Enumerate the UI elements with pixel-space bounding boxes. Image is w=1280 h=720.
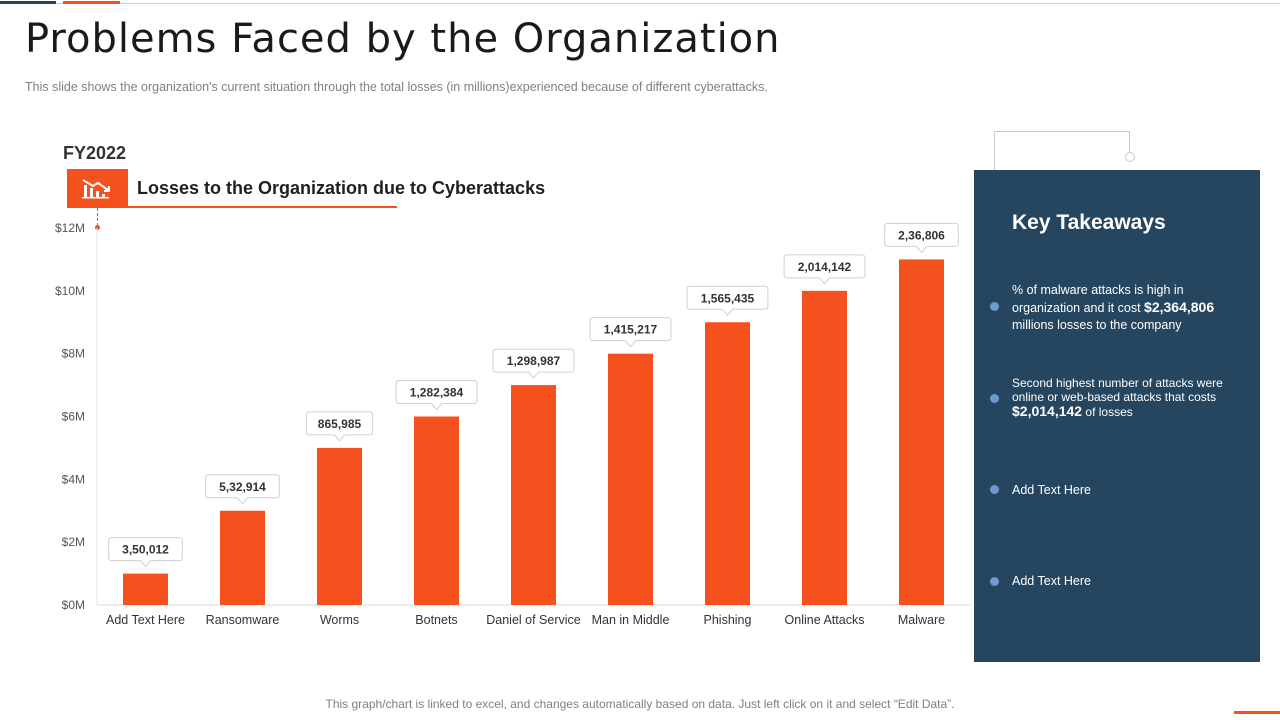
- data-label: 1,282,384: [410, 386, 464, 400]
- data-label-callout: [305, 411, 374, 442]
- panel-hanger-drop: [1129, 131, 1130, 153]
- bar: [899, 259, 944, 605]
- x-tick-label: Daniel of Service: [486, 613, 581, 627]
- x-tick-label: Malware: [898, 613, 945, 627]
- takeaway-item-1: % of malware attacks is high in organiza…: [1012, 282, 1242, 334]
- x-tick-label: Man in Middle: [592, 613, 670, 627]
- x-tick-label: Botnets: [415, 613, 457, 627]
- bar: [220, 510, 265, 605]
- y-tick-label: $4M: [62, 472, 85, 486]
- timeline-dot-3: [990, 485, 999, 494]
- data-label-callout: [686, 285, 769, 317]
- page-title: Problems Faced by the Organization: [25, 16, 781, 62]
- key-takeaways-title: Key Takeaways: [1012, 211, 1166, 234]
- data-label: 2,014,142: [798, 260, 852, 274]
- top-accent-orange: [63, 1, 120, 4]
- takeaway-2-text-a: Second highest number of attacks were on…: [1012, 376, 1223, 404]
- y-tick-label: $0M: [62, 598, 85, 612]
- data-label-callout: [884, 222, 959, 254]
- takeaway-item-4: Add Text Here: [1012, 574, 1091, 588]
- x-tick-label: Add Text Here: [106, 613, 185, 627]
- bar: [608, 353, 653, 605]
- takeaway-1-text-b: millions losses to the company: [1012, 318, 1182, 332]
- chart-connector-line: [97, 208, 98, 226]
- data-label: 5,32,914: [219, 480, 266, 494]
- y-tick-label: $10M: [55, 284, 85, 298]
- bar-chart: $0M $2M $4M $6M $8M $10M $12M Add Text Here 3,50…: [55, 221, 970, 627]
- data-label: 865,985: [318, 417, 362, 431]
- takeaway-item-2: Second highest number of attacks were on…: [1012, 376, 1242, 419]
- timeline-dot-2: [990, 394, 999, 403]
- x-tick-label: Online Attacks: [785, 613, 865, 627]
- bar: [414, 416, 459, 605]
- x-tick-label: Ransomware: [206, 613, 280, 627]
- fiscal-year-label: FY2022: [63, 143, 127, 163]
- bottom-accent: [1234, 711, 1280, 714]
- panel-hanger-line: [994, 131, 1130, 132]
- x-tick-label: Phishing: [704, 613, 752, 627]
- timeline-dot-4: [990, 577, 999, 586]
- takeaway-1-text-a: % of malware attacks is high in organiza…: [1012, 283, 1184, 315]
- takeaway-2-text-b: of losses: [1082, 405, 1133, 419]
- bar: [511, 385, 556, 605]
- data-label-callout: [492, 348, 575, 379]
- y-tick-label: $6M: [62, 410, 85, 424]
- chart-title-underline: [67, 206, 397, 208]
- x-tick-label: Worms: [320, 613, 359, 627]
- data-label-callout: [395, 380, 478, 411]
- footer-note: This graph/chart is linked to excel, and…: [325, 697, 955, 711]
- declining-bar-chart-icon: [67, 169, 128, 207]
- takeaway-2-highlight: $2,014,142: [1012, 403, 1083, 419]
- data-label: 1,565,435: [701, 291, 755, 305]
- bar: [123, 573, 168, 605]
- bar: [705, 322, 750, 605]
- data-label-callout: [589, 317, 672, 348]
- takeaway-1-highlight: $2,364,806: [1144, 299, 1215, 315]
- data-label-callout: [108, 537, 183, 568]
- data-label: 1,415,217: [604, 323, 658, 337]
- data-label: 2,36,806: [898, 228, 945, 242]
- takeaway-item-3: Add Text Here: [1012, 483, 1091, 497]
- top-accent-dark: [0, 1, 56, 4]
- data-label: 1,298,987: [507, 354, 561, 368]
- panel-hanger-hook: [1125, 152, 1135, 162]
- y-tick-label: $12M: [55, 221, 85, 235]
- data-label-callout: [205, 474, 280, 505]
- key-takeaways-panel: Key Takeaways % of malware attacks is hi…: [974, 170, 1260, 662]
- data-label: 3,50,012: [122, 543, 169, 557]
- page-subtitle: This slide shows the organization's curr…: [25, 80, 768, 94]
- bar: [317, 447, 362, 605]
- chart-title: Losses to the Organization due to Cybera…: [137, 178, 546, 198]
- timeline-dot-1: [990, 302, 999, 311]
- y-tick-label: $2M: [62, 535, 85, 549]
- bar: [802, 290, 847, 605]
- top-rule: [0, 3, 1280, 4]
- y-tick-label: $8M: [62, 347, 85, 361]
- chart-connector-dot: [95, 225, 100, 230]
- data-label-callout: [783, 254, 866, 285]
